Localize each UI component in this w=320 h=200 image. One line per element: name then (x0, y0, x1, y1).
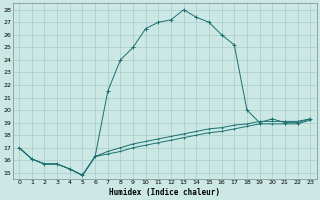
X-axis label: Humidex (Indice chaleur): Humidex (Indice chaleur) (109, 188, 220, 197)
